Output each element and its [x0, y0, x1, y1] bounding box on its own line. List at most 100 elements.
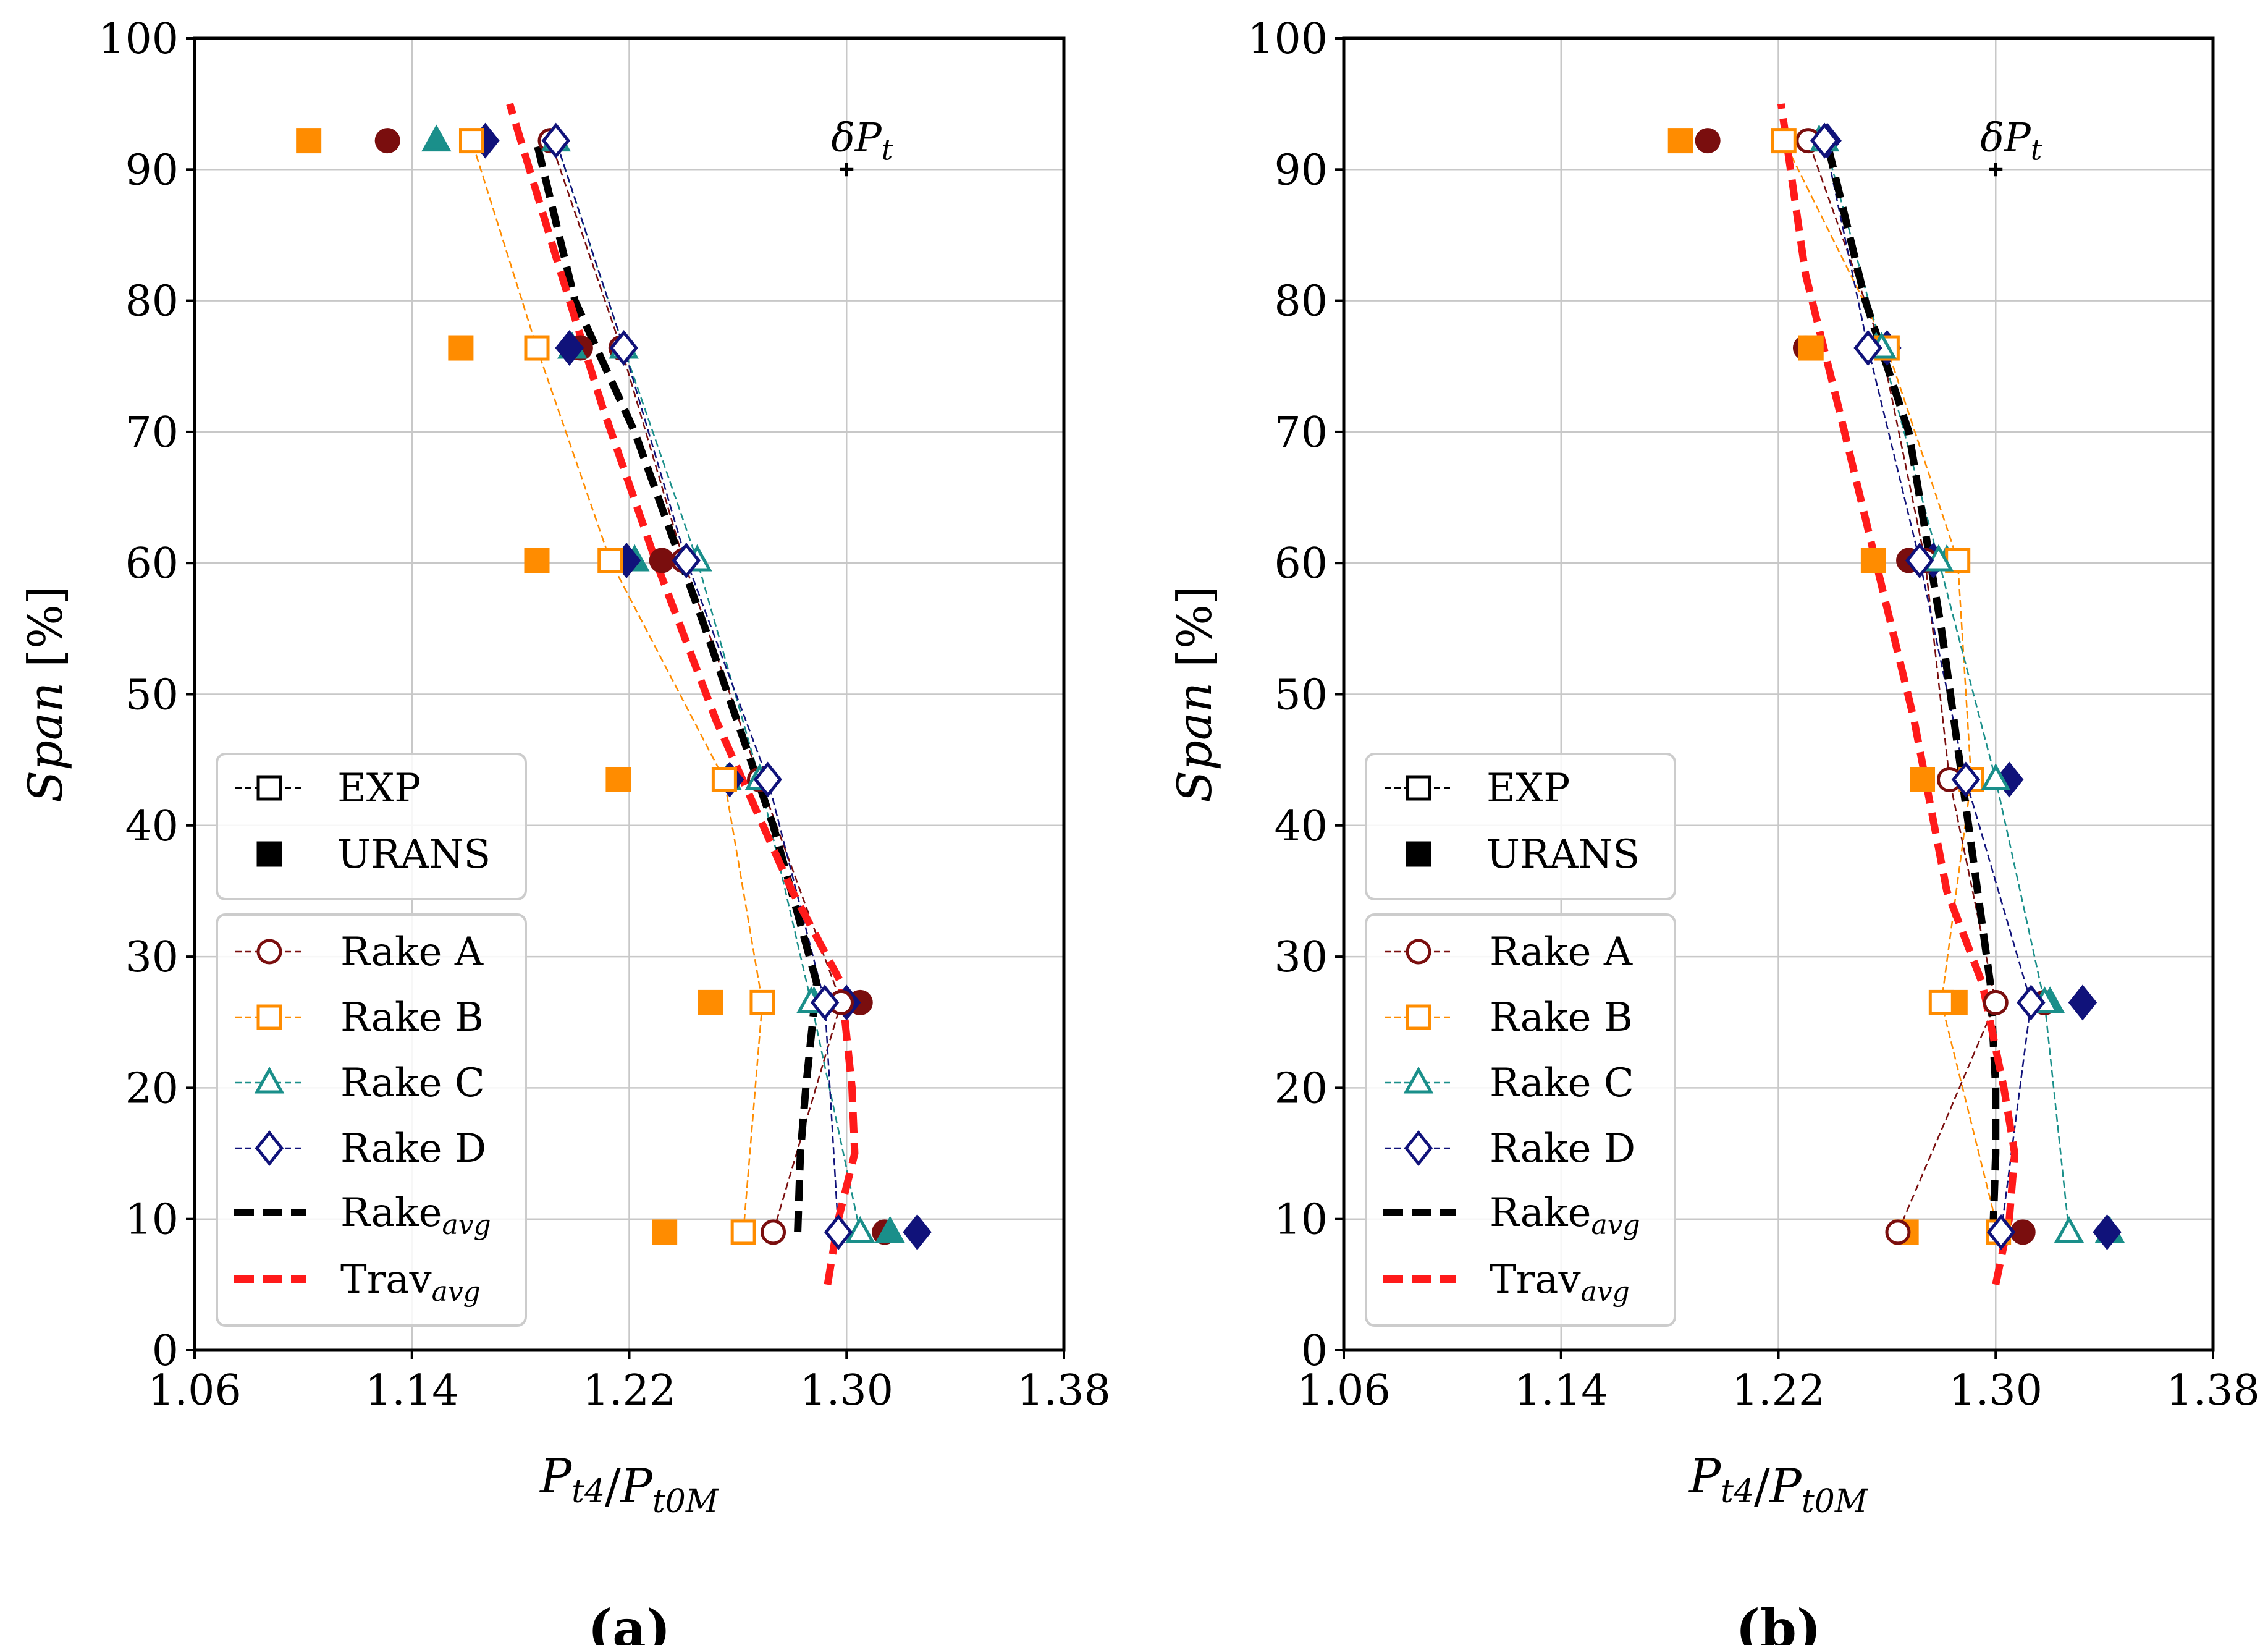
y-tick-label: 70 — [1274, 408, 1328, 457]
exp-point-rake-a — [1983, 989, 2009, 1015]
legend-label-rake-a: Rake A — [1490, 929, 1633, 975]
exp-point-rake-d — [1810, 122, 1839, 159]
y-tick-label: 40 — [125, 802, 179, 851]
y-tick-label: 60 — [125, 539, 179, 588]
x-tick-label: 1.14 — [1514, 1366, 1608, 1415]
plot-frame — [193, 36, 1066, 1352]
series-line-rake-d — [1824, 140, 2032, 1233]
urans-point-rake-b — [448, 335, 474, 361]
exp-point-rake-d — [1853, 330, 1882, 366]
legend-label-rake-b: Rake B — [340, 995, 484, 1041]
y-tick-label: 90 — [1274, 146, 1328, 195]
y-tick-label: 80 — [125, 277, 179, 326]
legend-urans-marker — [1406, 841, 1431, 867]
legend-label-trav-avg: Travavg — [1490, 1257, 1630, 1308]
series-line-rake-d — [555, 140, 840, 1233]
y-tick-label: 90 — [125, 146, 179, 195]
legend-label-rake-d: Rake D — [340, 1126, 486, 1172]
exp-point-rake-d — [2017, 984, 2046, 1021]
urans-point-rake-a — [374, 128, 400, 154]
x-tick-label: 1.38 — [1017, 1366, 1110, 1415]
legend-label-rake-a: Rake A — [340, 929, 484, 975]
y-axis-label: Span [%] — [1167, 586, 1222, 803]
legend-marker-rake-a — [256, 939, 282, 965]
urans-point-rake-b — [1860, 548, 1886, 573]
exp-point-rake-d — [609, 330, 638, 366]
urans-point-rake-b — [605, 766, 631, 792]
exp-point-rake-d — [1951, 761, 1981, 798]
x-tick-label: 1.30 — [800, 1366, 893, 1415]
y-tick-label: 10 — [125, 1196, 179, 1245]
series-line-rake-b — [471, 140, 764, 1233]
plot-frame — [1342, 36, 2215, 1352]
legend-marker-rake-c — [1403, 1066, 1434, 1094]
urans-point-rake-a — [1695, 128, 1721, 154]
delta-pt-label: δPt — [831, 115, 893, 166]
legend-exp-marker — [256, 775, 282, 801]
urans-point-rake-b — [1910, 766, 1936, 792]
legend-label-trav-avg: Travavg — [340, 1257, 481, 1308]
y-tick-label: 20 — [1274, 1064, 1328, 1113]
panel-label: (a) — [588, 1598, 671, 1645]
legend-label-exp: EXP — [337, 766, 421, 811]
legend-marker-rake-d — [1404, 1130, 1433, 1167]
exp-point-rake-b — [1945, 548, 1971, 573]
x-tick-label: 1.06 — [148, 1366, 241, 1415]
exp-point-rake-b — [1771, 128, 1797, 154]
legend-label-rake-avg: Rakeavg — [1490, 1190, 1640, 1241]
exp-point-rake-b — [458, 128, 484, 154]
y-tick-label: 80 — [1274, 277, 1328, 326]
legend-label-rake-avg: Rakeavg — [340, 1190, 491, 1241]
exp-point-rake-d — [810, 984, 840, 1021]
y-tick-label: 60 — [1274, 539, 1328, 588]
y-tick-label: 0 — [152, 1327, 179, 1376]
trav-avg-line — [506, 103, 859, 1285]
x-axis-label: Pt4/Pt0M — [539, 1448, 720, 1520]
y-tick-label: 30 — [125, 933, 179, 982]
legend-label-rake-c: Rake C — [1490, 1060, 1634, 1106]
y-tick-label: 20 — [125, 1064, 179, 1113]
urans-point-rake-d — [2068, 984, 2097, 1021]
legend-marker-rake-b — [256, 1004, 282, 1030]
urans-point-rake-b — [524, 548, 550, 573]
exp-point-rake-c — [2054, 1216, 2085, 1243]
legend-markers — [1365, 753, 1676, 900]
series-line-rake-b — [1783, 140, 1999, 1233]
y-tick-label: 50 — [1274, 671, 1328, 720]
legend-markers — [216, 753, 527, 900]
exp-point-rake-b — [711, 766, 737, 792]
urans-point-rake-d — [903, 1214, 932, 1250]
legend-label-urans: URANS — [337, 832, 491, 877]
exp-point-rake-d — [824, 1214, 853, 1250]
legend-marker-rake-a — [1406, 939, 1431, 965]
x-tick-label: 1.06 — [1297, 1366, 1390, 1415]
x-tick-label: 1.22 — [1732, 1366, 1825, 1415]
exp-point-rake-c — [845, 1216, 875, 1243]
exp-point-rake-d — [753, 761, 782, 798]
y-tick-label: 10 — [1274, 1196, 1328, 1245]
rake-avg-line — [533, 142, 820, 1233]
legend-urans-marker — [256, 841, 282, 867]
y-axis-label: Span [%] — [18, 586, 73, 803]
y-tick-label: 100 — [98, 15, 179, 64]
exp-point-rake-c — [1981, 763, 2011, 790]
y-tick-label: 40 — [1274, 802, 1328, 851]
urans-point-rake-a — [649, 548, 675, 573]
x-tick-label: 1.38 — [2166, 1366, 2259, 1415]
delta-pt-label: δPt — [1980, 115, 2042, 166]
exp-point-rake-b — [1928, 989, 1954, 1015]
urans-point-rake-b — [698, 989, 723, 1015]
exp-point-rake-b — [597, 548, 623, 573]
urans-point-rake-b — [1667, 128, 1693, 154]
urans-point-rake-b — [652, 1219, 678, 1245]
legend-label-exp: EXP — [1486, 766, 1570, 811]
exp-point-rake-d — [1905, 542, 1934, 578]
urans-point-rake-d — [555, 330, 584, 366]
exp-point-rake-a — [761, 1219, 786, 1245]
trav-avg-line — [1777, 103, 2019, 1286]
urans-point-rake-c — [875, 1216, 905, 1243]
legend-label-rake-b: Rake B — [1490, 995, 1633, 1041]
legend-series — [216, 913, 527, 1327]
exp-point-rake-d — [672, 542, 701, 578]
